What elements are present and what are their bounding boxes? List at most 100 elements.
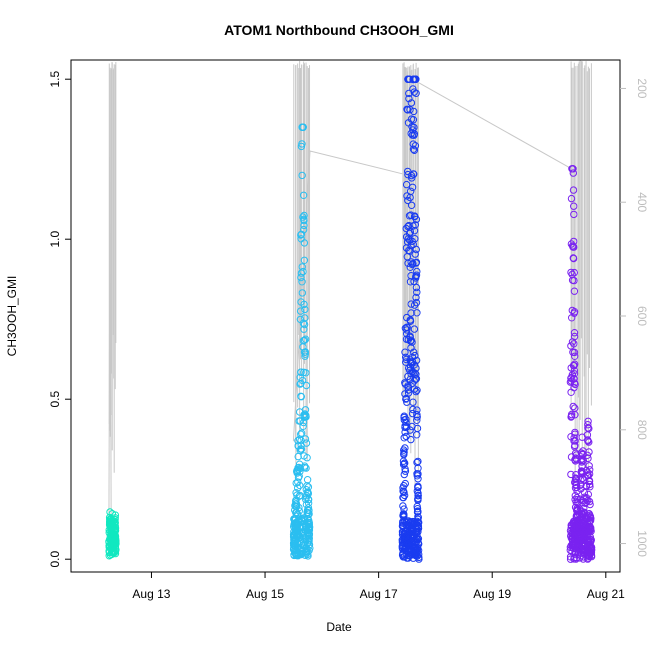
data-point: [570, 434, 578, 442]
data-point: [406, 337, 415, 345]
y2-tick-label: 400: [635, 192, 649, 212]
data-point: [107, 539, 115, 547]
data-point: [414, 540, 423, 548]
data-point: [403, 313, 411, 322]
data-point: [570, 332, 579, 341]
data-point: [409, 520, 417, 529]
data-point: [399, 502, 407, 510]
data-point: [111, 524, 120, 532]
data-point: [410, 277, 418, 286]
data-point: [410, 170, 418, 178]
data-point: [108, 531, 116, 540]
data-point: [295, 460, 304, 468]
data-point: [407, 300, 415, 308]
data-point: [582, 498, 590, 506]
data-point: [570, 268, 578, 277]
data-point: [302, 464, 310, 472]
data-point: [402, 418, 410, 426]
data-point: [569, 519, 577, 527]
data-point: [399, 521, 407, 529]
data-point: [412, 274, 420, 282]
data-point: [111, 522, 120, 530]
data-point: [400, 434, 408, 442]
x-tick-label: Aug 17: [360, 587, 398, 601]
y2-tick-label: 200: [635, 78, 649, 98]
data-point: [568, 306, 576, 315]
data-point: [584, 417, 592, 425]
y-tick-label: 0.0: [48, 551, 62, 568]
data-point: [412, 293, 420, 302]
data-point: [293, 469, 301, 477]
data-point: [407, 548, 415, 556]
data-point: [400, 413, 408, 422]
data-point: [406, 106, 414, 114]
data-point: [581, 513, 589, 522]
data-point: [297, 142, 306, 151]
data-point: [301, 352, 309, 360]
data-point: [401, 380, 409, 388]
y2-tick-label: 600: [635, 306, 649, 326]
data-point: [292, 508, 300, 517]
data-point: [567, 364, 575, 372]
data-point: [407, 272, 415, 280]
data-point: [291, 542, 299, 551]
data-point: [574, 541, 582, 549]
data-point: [406, 228, 415, 236]
data-point: [301, 435, 310, 443]
data-point: [571, 548, 579, 556]
data-point: [296, 307, 305, 315]
data-point: [414, 508, 422, 516]
data-point: [300, 256, 309, 264]
data-point: [410, 325, 419, 333]
data-point: [567, 413, 575, 421]
data-point: [585, 476, 594, 485]
data-point: [305, 535, 313, 543]
data-point: [404, 170, 412, 179]
data-point: [570, 522, 578, 530]
data-point: [300, 368, 308, 376]
data-point: [401, 544, 410, 552]
data-point: [111, 541, 119, 549]
data-point: [405, 94, 413, 103]
data-point: [403, 326, 411, 334]
data-point: [572, 481, 581, 489]
data-point: [297, 430, 305, 438]
data-point: [570, 348, 579, 357]
data-point: [408, 260, 416, 269]
y-tick-label: 0.5: [48, 391, 62, 408]
data-point: [409, 140, 417, 148]
data-point: [398, 551, 407, 559]
data-point: [407, 187, 415, 196]
data-point: [294, 478, 302, 486]
data-point: [405, 526, 414, 534]
data-point: [409, 222, 417, 230]
data-point: [568, 165, 576, 173]
data-point: [401, 390, 409, 398]
data-point: [301, 335, 310, 343]
data-point: [403, 105, 411, 114]
data-point: [584, 555, 592, 563]
data-point: [405, 89, 413, 98]
data-point: [107, 535, 116, 543]
data-point: [297, 392, 305, 400]
data-point: [403, 423, 411, 431]
data-point: [410, 377, 418, 385]
data-point: [579, 447, 587, 455]
data-point: [413, 406, 421, 414]
data-point: [399, 487, 407, 495]
data-point: [414, 475, 422, 483]
data-point: [290, 541, 298, 550]
data-point: [412, 245, 420, 254]
data-point: [571, 404, 579, 412]
data-point: [400, 482, 408, 490]
pressure-profile-layer: [108, 60, 592, 533]
data-point: [302, 493, 310, 502]
data-point: [413, 424, 422, 433]
data-point: [577, 540, 586, 549]
y-tick-label: 1.0: [48, 231, 62, 248]
data-point: [578, 499, 586, 507]
data-point: [413, 288, 421, 296]
data-point: [413, 411, 421, 419]
data-point: [298, 278, 306, 286]
data-point: [303, 476, 312, 484]
